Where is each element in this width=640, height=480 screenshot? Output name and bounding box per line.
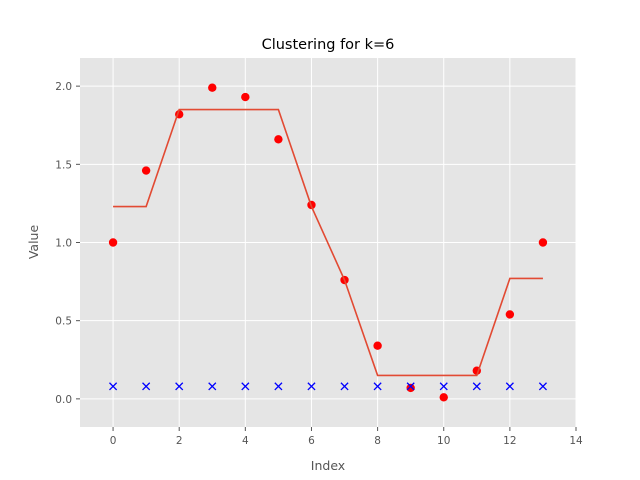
x-axis: 0 2 4 6 8 10 12 14 [110,427,583,447]
x-marker [340,382,349,391]
x-tick-label: 10 [437,435,450,447]
x-tick-label: 6 [308,435,315,447]
x-marker [406,382,415,391]
series-1 [113,108,543,377]
series-2 [109,382,547,391]
x-marker [307,382,316,391]
data-point [439,393,448,402]
x-tick-label: 12 [503,435,516,447]
x-tick-label: 14 [569,435,583,447]
data-point [373,341,382,350]
y-axis-label: Value [26,225,41,260]
data-point [208,83,217,92]
y-axis: 0.0 0.5 1.0 1.5 2.0 [55,81,80,406]
x-marker [439,382,448,391]
data-point [505,310,515,319]
x-marker [505,382,514,391]
y-tick-label: 2.0 [55,81,72,93]
x-tick-label: 8 [374,435,381,447]
x-marker [175,382,184,391]
data-point [538,238,548,247]
x-tick-label: 2 [176,435,183,447]
data-point [141,166,151,175]
x-tick-label: 0 [110,435,117,447]
y-tick-label: 0.5 [55,316,72,328]
series-0 [108,83,548,402]
data-point [406,383,415,393]
chart-title: Clustering for k=6 [262,37,395,53]
y-tick-label: 0.0 [55,394,72,406]
series-line [113,108,543,377]
data-point [108,238,118,247]
x-marker [274,382,283,391]
x-marker [241,382,250,391]
y-tick-label: 1.0 [55,238,72,250]
x-marker [142,382,151,391]
x-marker [373,382,382,391]
x-marker [208,382,217,391]
x-tick-label: 4 [242,435,249,447]
data-point [274,135,283,144]
y-tick-label: 1.5 [55,159,72,171]
x-marker [472,382,481,391]
x-axis-label: Index [311,458,345,473]
series-layer [108,83,548,402]
data-point [241,92,250,102]
x-marker [109,382,118,391]
x-marker [538,382,547,391]
